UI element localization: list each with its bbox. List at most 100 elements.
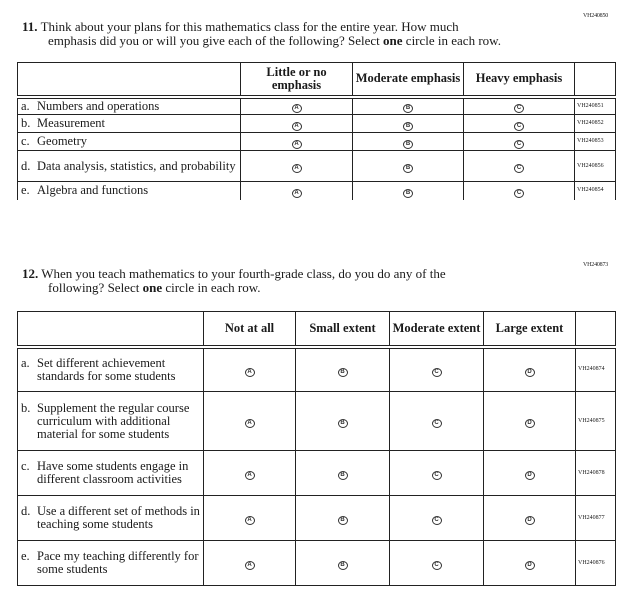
header: Not at all [203, 311, 296, 349]
row-label: b. Measurement [17, 114, 241, 133]
radio-option-a[interactable]: A [244, 419, 255, 428]
radio-option-a[interactable]: A [291, 164, 302, 173]
radio-option-c[interactable]: C [431, 471, 442, 480]
header-blank [575, 311, 616, 349]
q12-number: 12. [22, 266, 39, 281]
item-code: VH240854 [574, 181, 616, 200]
radio-option-c[interactable]: C [431, 516, 442, 525]
option-cell: C [389, 495, 484, 541]
option-cell: A [240, 132, 353, 151]
radio-option-d[interactable]: D [524, 516, 535, 525]
table-row: d. Data analysis, statistics, and probabi… [17, 150, 616, 182]
option-cell: D [483, 346, 576, 392]
option-cell: D [483, 391, 576, 451]
table-row: a. Numbers and operations A B C VH240851 [17, 96, 616, 115]
option-cell: C [389, 540, 484, 586]
row-text: Set different achievement standards for … [37, 355, 176, 383]
q11-emph: one [383, 33, 403, 48]
radio-option-d[interactable]: D [524, 471, 535, 480]
row-label: d. Data analysis, statistics, and probabi… [17, 150, 241, 182]
radio-option-a[interactable]: A [244, 367, 255, 377]
radio-option-c[interactable]: C [431, 561, 442, 570]
q12-text: following? Select [48, 280, 143, 295]
header-blank [17, 62, 241, 99]
radio-option-d[interactable]: D [524, 561, 535, 570]
radio-option-c[interactable]: C [431, 419, 442, 428]
option-cell: C [389, 450, 484, 496]
radio-option-a[interactable]: A [291, 188, 302, 198]
item-code: VH240856 [574, 150, 616, 182]
radio-option-a[interactable]: A [291, 139, 302, 149]
table-row: e. Pace my teaching differently for some … [17, 540, 616, 586]
radio-option-b[interactable]: B [337, 419, 348, 428]
radio-option-a[interactable]: A [244, 561, 255, 570]
option-cell: B [352, 181, 464, 200]
radio-option-b[interactable]: B [403, 164, 413, 173]
option-cell: A [203, 450, 296, 496]
q11-number: 11. [22, 19, 38, 34]
option-cell: D [483, 540, 576, 586]
option-cell: B [295, 346, 390, 392]
option-cell: C [463, 181, 575, 200]
q11-code: VH240850 [583, 13, 609, 19]
option-cell: D [483, 495, 576, 541]
item-code: VH240875 [575, 391, 616, 451]
item-code: VH240877 [575, 495, 616, 541]
header: Moderate emphasis [352, 62, 464, 99]
option-cell: B [295, 450, 390, 496]
row-label: e. Algebra and functions [17, 181, 241, 200]
option-cell: C [463, 114, 575, 133]
radio-option-a[interactable]: A [291, 104, 302, 114]
radio-option-b[interactable]: B [403, 121, 413, 131]
radio-option-c[interactable]: C [514, 121, 524, 131]
item-code: VH240874 [575, 346, 616, 392]
table-row: d. Use a different set of methods in teac… [17, 495, 616, 541]
radio-option-b[interactable]: B [337, 471, 348, 480]
q11-text: emphasis did you or will you give each o… [48, 33, 384, 48]
option-cell: B [352, 150, 464, 182]
radio-option-b[interactable]: B [337, 561, 348, 570]
radio-option-c[interactable]: C [431, 367, 442, 377]
row-letter: c. [21, 459, 30, 473]
row-letter: d. [21, 158, 31, 173]
q12-text: When you teach mathematics to your fourt… [41, 266, 446, 281]
table-row: e. Algebra and functions A B C VH240854 [17, 181, 616, 200]
row-text: Use a different set of methods in teachi… [37, 504, 200, 531]
row-label: b. Supplement the regular course curricul… [17, 391, 204, 451]
row-letter: c. [21, 134, 30, 148]
radio-option-c[interactable]: C [514, 139, 524, 149]
row-letter: a. [21, 355, 30, 370]
radio-option-d[interactable]: D [524, 419, 535, 428]
radio-option-b[interactable]: B [403, 139, 413, 149]
option-cell: A [240, 96, 353, 115]
table-row: a. Set different achievement standards fo… [17, 346, 616, 392]
option-cell: B [295, 495, 390, 541]
option-cell: A [240, 181, 353, 200]
option-cell: C [389, 391, 484, 451]
q11-table: Little or no emphasis Moderate emphasis He… [17, 62, 616, 200]
radio-option-b[interactable]: B [403, 188, 413, 198]
radio-option-a[interactable]: A [244, 471, 255, 480]
radio-option-d[interactable]: D [524, 367, 535, 377]
radio-option-a[interactable]: A [244, 516, 255, 525]
radio-option-c[interactable]: C [514, 188, 524, 198]
table-row: c. Geometry A B C VH240853 [17, 132, 616, 151]
row-letter: b. [21, 116, 31, 130]
radio-option-c[interactable]: C [514, 164, 524, 173]
option-cell: B [352, 132, 464, 151]
q12-code: VH240873 [583, 262, 609, 268]
header: Moderate extent [389, 311, 484, 349]
q12-emph: one [142, 280, 163, 295]
radio-option-a[interactable]: A [291, 121, 302, 131]
row-label: d. Use a different set of methods in teac… [17, 495, 204, 541]
radio-option-b[interactable]: B [337, 367, 348, 377]
radio-option-c[interactable]: C [514, 104, 524, 114]
row-text: Numbers and operations [37, 98, 160, 113]
option-cell: C [389, 346, 484, 392]
row-text: Measurement [37, 116, 106, 130]
radio-option-b[interactable]: B [337, 516, 348, 525]
option-cell: A [203, 391, 296, 451]
row-label: a. Numbers and operations [17, 96, 241, 115]
radio-option-b[interactable]: B [403, 104, 413, 114]
row-letter: a. [21, 98, 30, 113]
